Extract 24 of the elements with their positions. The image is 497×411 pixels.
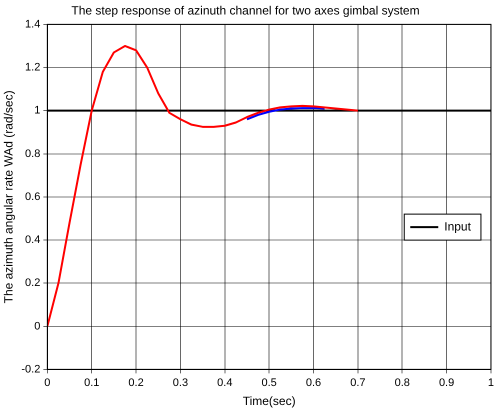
x-tick-label: 0.6 [306,377,322,390]
chart-title: The step response of azinuth channel for two axes gimbal system [71,4,420,18]
x-tick-label: 0.9 [438,377,454,390]
x-tick-label: 0.5 [262,377,277,390]
x-tick-label: 0.3 [172,377,188,390]
y-axis-title: The azimuth angular rate WAd (rad/sec) [2,90,16,304]
x-tick-label: 0.7 [350,377,366,390]
legend-label: Input [444,219,472,234]
y-tick-label: 0.6 [25,190,40,203]
x-tick-label: 0.2 [128,377,144,390]
x-tick-label: 0.8 [394,377,410,390]
y-tick-label: 0 [34,320,40,332]
x-tick-label: 0.1 [84,377,100,390]
x-axis-title: Time(sec) [242,394,296,408]
y-tick-label: -0.2 [21,363,40,376]
y-tick-label: 1.2 [25,62,40,74]
x-tick-label: 0 [44,377,50,390]
y-tick-label: 0.8 [25,148,40,160]
y-tick-label: 1 [34,104,40,117]
x-tick-label: 1 [488,377,494,390]
y-tick-label: 0.4 [25,234,40,246]
x-tick-label: 0.4 [217,377,232,390]
y-tick-label: 1.4 [25,18,40,30]
y-tick-label: 0.2 [25,277,40,290]
